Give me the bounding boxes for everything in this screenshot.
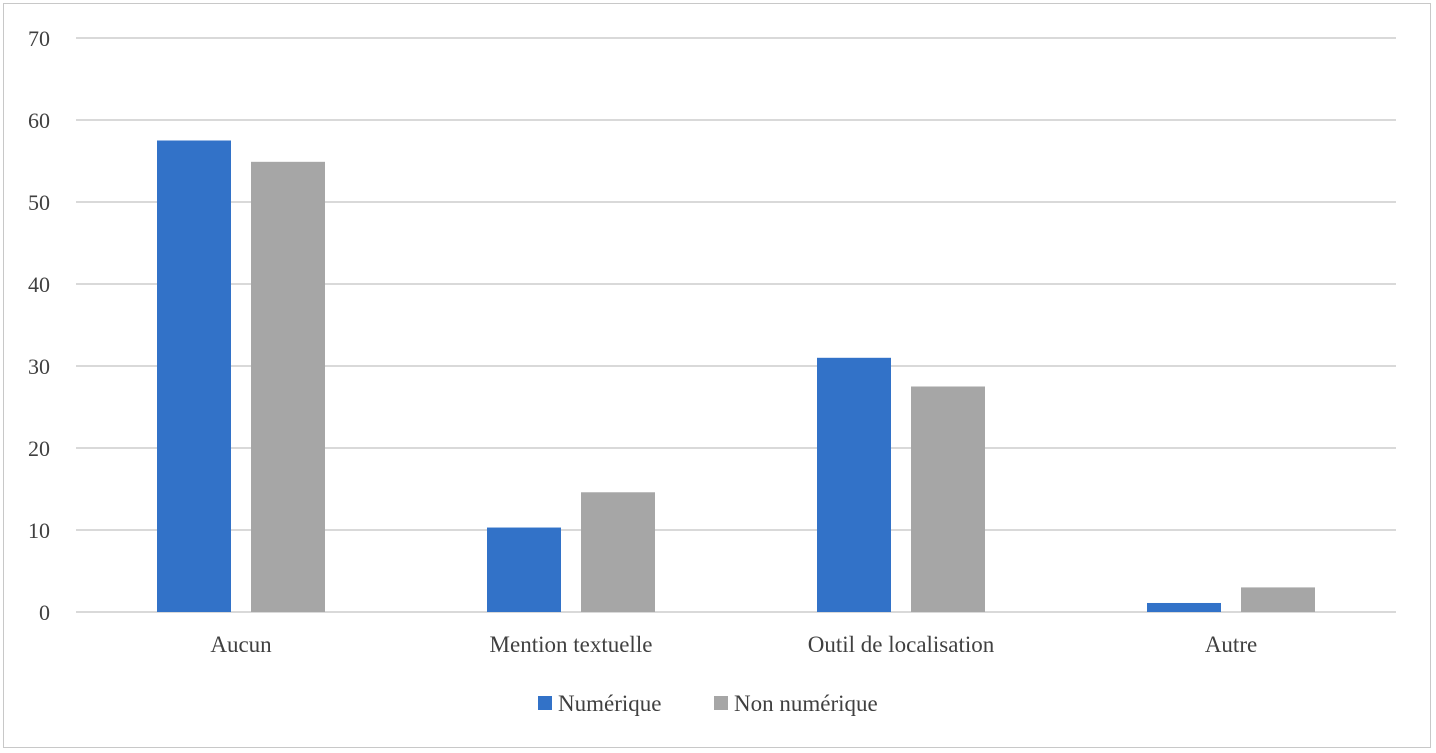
bar-numérique-2 — [817, 357, 891, 612]
y-tick-label: 20 — [28, 436, 50, 461]
chart-frame — [3, 3, 1431, 748]
legend-label: Non numérique — [734, 691, 878, 716]
y-tick-label: 10 — [28, 518, 50, 543]
bar-numérique-3 — [1147, 602, 1221, 612]
y-tick-label: 70 — [28, 26, 50, 51]
x-category-label: Outil de localisation — [808, 632, 995, 657]
x-category-label: Aucun — [210, 632, 272, 657]
y-tick-label: 30 — [28, 354, 50, 379]
x-category-label: Autre — [1205, 632, 1257, 657]
bar-non-numérique-0 — [251, 161, 325, 612]
bar-non-numérique-2 — [911, 386, 985, 612]
y-tick-label: 60 — [28, 108, 50, 133]
bar-numérique-1 — [487, 527, 561, 612]
legend: Numérique Non numérique — [538, 691, 878, 716]
y-tick-label: 50 — [28, 190, 50, 215]
y-tick-label: 0 — [39, 600, 50, 625]
x-category-label: Mention textuelle — [490, 632, 653, 657]
legend-label: Numérique — [558, 691, 661, 716]
bars — [157, 140, 1315, 612]
y-tick-label: 40 — [28, 272, 50, 297]
bar-non-numérique-1 — [581, 492, 655, 612]
legend-swatch — [538, 696, 552, 710]
x-axis-category-labels: Aucun Mention textuelle Outil de localisat… — [210, 632, 1257, 657]
bar-numérique-0 — [157, 140, 231, 612]
y-axis-tick-labels: 0 10 20 30 40 50 60 70 — [28, 26, 50, 625]
bar-non-numérique-3 — [1241, 587, 1315, 612]
legend-swatch — [714, 696, 728, 710]
